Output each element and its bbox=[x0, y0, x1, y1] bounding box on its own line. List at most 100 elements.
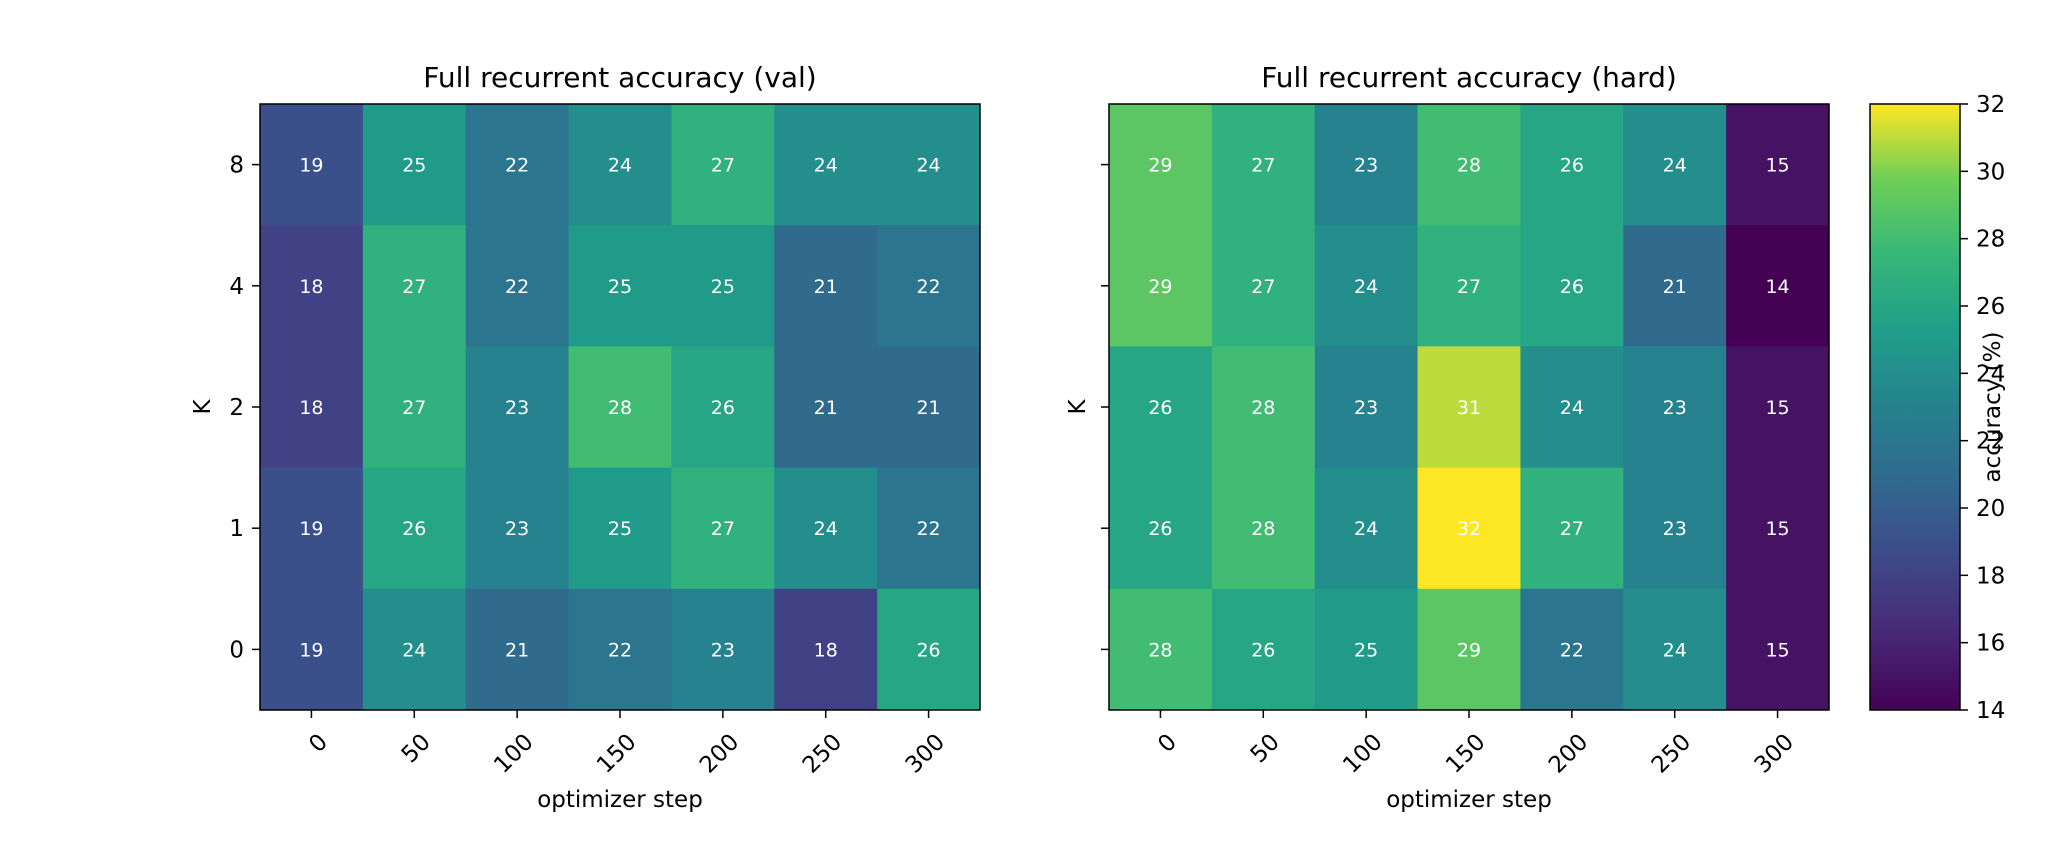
heatmap-cell bbox=[1520, 588, 1624, 711]
heatmap-cell bbox=[671, 467, 775, 590]
cell-value-label: 15 bbox=[1765, 518, 1789, 540]
cell-value-label: 29 bbox=[1148, 276, 1172, 298]
cell-value-label: 19 bbox=[299, 155, 323, 177]
y-ticks-val: 8 4 2 1 0 bbox=[229, 153, 260, 663]
heatmap-cell bbox=[260, 104, 364, 226]
heatmap-cell bbox=[1726, 588, 1830, 711]
cell-value-label: 31 bbox=[1457, 397, 1481, 419]
cell-value-label: 22 bbox=[1560, 639, 1584, 661]
heatmap-cell bbox=[877, 104, 981, 226]
cell-value-label: 25 bbox=[1354, 639, 1378, 661]
cell-value-label: 22 bbox=[916, 518, 940, 540]
cell-value-label: 26 bbox=[1560, 276, 1584, 298]
heatmap-cell bbox=[1623, 467, 1727, 590]
x-tick-label: 50 bbox=[1246, 729, 1285, 768]
heatmap-cell bbox=[568, 104, 672, 226]
heatmap-cell bbox=[1211, 225, 1316, 347]
cell-value-label: 27 bbox=[1560, 518, 1584, 540]
colorbar: 14 16 18 20 22 24 26 28 30 32 accuracy (%) bbox=[1869, 92, 2006, 724]
heatmap-cell bbox=[1726, 225, 1830, 347]
plot-frame-val bbox=[259, 103, 981, 711]
chart-title-hard: Full recurrent accuracy (hard) bbox=[1261, 61, 1677, 94]
cell-value-label: 24 bbox=[814, 155, 838, 177]
cell-value-label: 21 bbox=[814, 276, 838, 298]
cell-value-label: 21 bbox=[814, 397, 838, 419]
heatmap-cell bbox=[1109, 104, 1213, 226]
cell-value-label: 24 bbox=[1354, 518, 1378, 540]
heatmap-cell bbox=[1109, 346, 1213, 469]
heatmap-cell bbox=[1623, 346, 1727, 469]
cell-value-label: 24 bbox=[814, 518, 838, 540]
cell-value-label: 24 bbox=[916, 155, 940, 177]
cells-val: 19 25 22 24 27 24 24 18 27 22 25 25 21 22 18 27 23 28 26 21… bbox=[260, 104, 981, 711]
heatmap-cell bbox=[260, 467, 364, 590]
heatmap-cell bbox=[362, 225, 467, 347]
cell-value-label: 28 bbox=[608, 397, 632, 419]
cell-value-label: 29 bbox=[1457, 639, 1481, 661]
x-tick-label: 300 bbox=[901, 729, 950, 778]
heatmap-cell bbox=[671, 225, 775, 347]
heatmap-cell bbox=[1314, 346, 1419, 469]
cell-value-label: 27 bbox=[1251, 155, 1275, 177]
cell-value-label: 21 bbox=[916, 397, 940, 419]
x-ticks-val: 0 50 100 150 200 250 300 bbox=[304, 710, 950, 779]
heatmap-cell bbox=[877, 225, 981, 347]
cell-value-label: 29 bbox=[1148, 155, 1172, 177]
cell-value-label: 15 bbox=[1765, 397, 1789, 419]
heatmap-cell bbox=[1417, 588, 1521, 711]
heatmap-cell bbox=[877, 588, 981, 711]
heatmap-cell bbox=[465, 225, 570, 347]
cell-value-label: 24 bbox=[1354, 276, 1378, 298]
heatmap-cell bbox=[1314, 104, 1419, 226]
heatmap-cell bbox=[877, 467, 981, 590]
heatmap-cell bbox=[774, 588, 878, 711]
cell-value-label: 27 bbox=[402, 397, 426, 419]
heatmap-cell bbox=[568, 225, 672, 347]
cell-value-label: 23 bbox=[1663, 397, 1687, 419]
heatmap-cell bbox=[362, 346, 467, 469]
cell-value-label: 28 bbox=[1457, 155, 1481, 177]
colorbar-label: accuracy (%) bbox=[1980, 332, 2006, 483]
cell-value-label: 25 bbox=[608, 276, 632, 298]
heatmap-cell bbox=[671, 588, 775, 711]
heatmap-cell bbox=[1623, 104, 1727, 226]
x-tick-label: 150 bbox=[1441, 729, 1490, 778]
heatmap-cell bbox=[1417, 104, 1521, 226]
cell-value-label: 27 bbox=[711, 518, 735, 540]
heatmap-cell bbox=[1109, 588, 1213, 711]
heatmap-cell bbox=[1211, 588, 1316, 711]
colorbar-tick-label: 30 bbox=[1976, 159, 2005, 185]
cell-value-label: 15 bbox=[1765, 639, 1789, 661]
heatmap-cell bbox=[362, 588, 467, 711]
x-axis-label-val: optimizer step bbox=[537, 787, 703, 813]
heatmap-cell bbox=[1211, 346, 1316, 469]
chart-title-val: Full recurrent accuracy (val) bbox=[423, 61, 816, 94]
heatmap-panel-val: Full recurrent accuracy (val) 19 25 22 24 27… bbox=[190, 61, 981, 813]
heatmap-cell bbox=[260, 588, 364, 711]
cell-value-label: 25 bbox=[608, 518, 632, 540]
y-tick-label: 4 bbox=[229, 274, 244, 300]
cell-value-label: 19 bbox=[299, 639, 323, 661]
cell-value-label: 27 bbox=[1457, 276, 1481, 298]
x-tick-label: 200 bbox=[695, 729, 744, 778]
y-tick-label: 8 bbox=[229, 153, 244, 179]
heatmap-cell bbox=[1520, 346, 1624, 469]
heatmap-cell bbox=[465, 104, 570, 226]
cell-value-label: 24 bbox=[1663, 639, 1687, 661]
x-axis-label-hard: optimizer step bbox=[1386, 787, 1552, 813]
x-tick-label: 100 bbox=[1338, 729, 1387, 778]
heatmap-cell bbox=[1314, 467, 1419, 590]
heatmap-cell bbox=[1417, 346, 1521, 469]
cell-value-label: 26 bbox=[1560, 155, 1584, 177]
cell-value-label: 25 bbox=[402, 155, 426, 177]
heatmap-cell bbox=[1623, 225, 1727, 347]
heatmap-cell bbox=[774, 467, 878, 590]
heatmap-cell bbox=[568, 467, 672, 590]
cell-value-label: 22 bbox=[505, 276, 529, 298]
heatmap-cell bbox=[1211, 467, 1316, 590]
cell-value-label: 26 bbox=[1148, 518, 1172, 540]
colorbar-tick-label: 22 bbox=[1976, 429, 2005, 455]
cell-value-label: 18 bbox=[814, 639, 838, 661]
colorbar-tick-label: 16 bbox=[1976, 631, 2005, 657]
